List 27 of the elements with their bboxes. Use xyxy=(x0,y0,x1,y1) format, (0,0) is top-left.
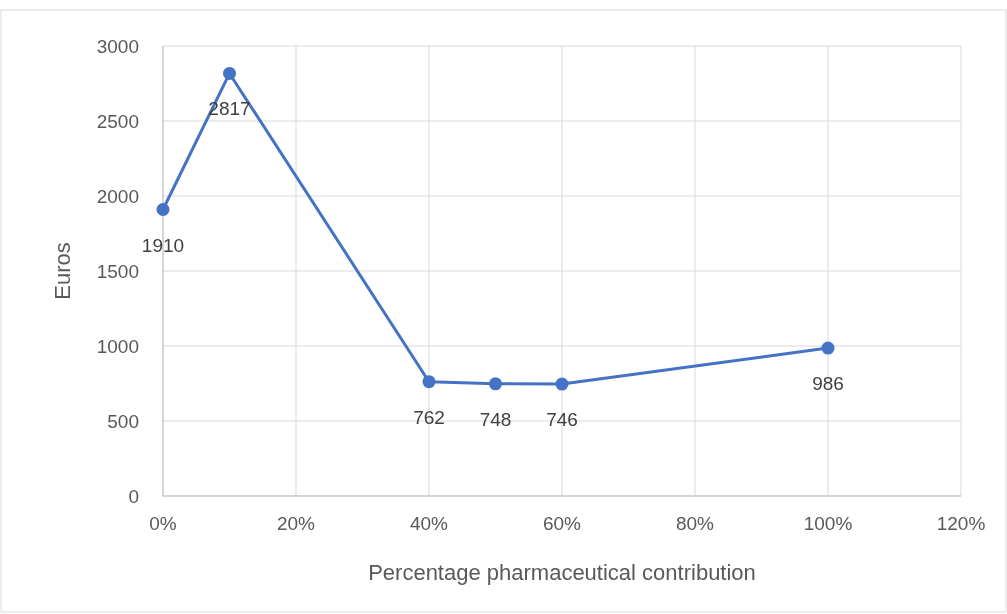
x-tick-label: 40% xyxy=(409,513,449,534)
point xyxy=(156,203,170,216)
y-tick-label: 3000 xyxy=(96,35,139,57)
data-label: 746 xyxy=(546,409,578,431)
data-label: 762 xyxy=(413,406,445,428)
data-label: 1910 xyxy=(141,234,185,256)
y-tick-label: 500 xyxy=(107,410,139,432)
x-tick-label: 20% xyxy=(276,513,316,534)
y-tick-label: 1000 xyxy=(96,335,139,357)
y-tick-label: 2000 xyxy=(96,185,139,207)
point xyxy=(489,377,502,391)
x-tick-label: 0% xyxy=(149,513,177,534)
x-tick-label: 100% xyxy=(803,513,853,534)
point xyxy=(422,375,436,389)
y-tick-label: 2500 xyxy=(96,110,139,132)
x-axis-title: Percentage pharmaceutical contribution xyxy=(368,560,756,585)
x-tick-label: 120% xyxy=(936,513,986,534)
point xyxy=(821,341,835,355)
y-tick-label: 0 xyxy=(128,485,139,507)
point xyxy=(555,377,569,391)
data-label: 748 xyxy=(479,408,512,430)
y-tick-label: 1500 xyxy=(96,260,139,282)
y-axis-title: Euros xyxy=(50,242,75,300)
data-label: 986 xyxy=(812,373,844,395)
x-tick-label: 80% xyxy=(675,513,715,534)
point xyxy=(223,66,236,80)
x-tick-label: 60% xyxy=(542,513,582,534)
